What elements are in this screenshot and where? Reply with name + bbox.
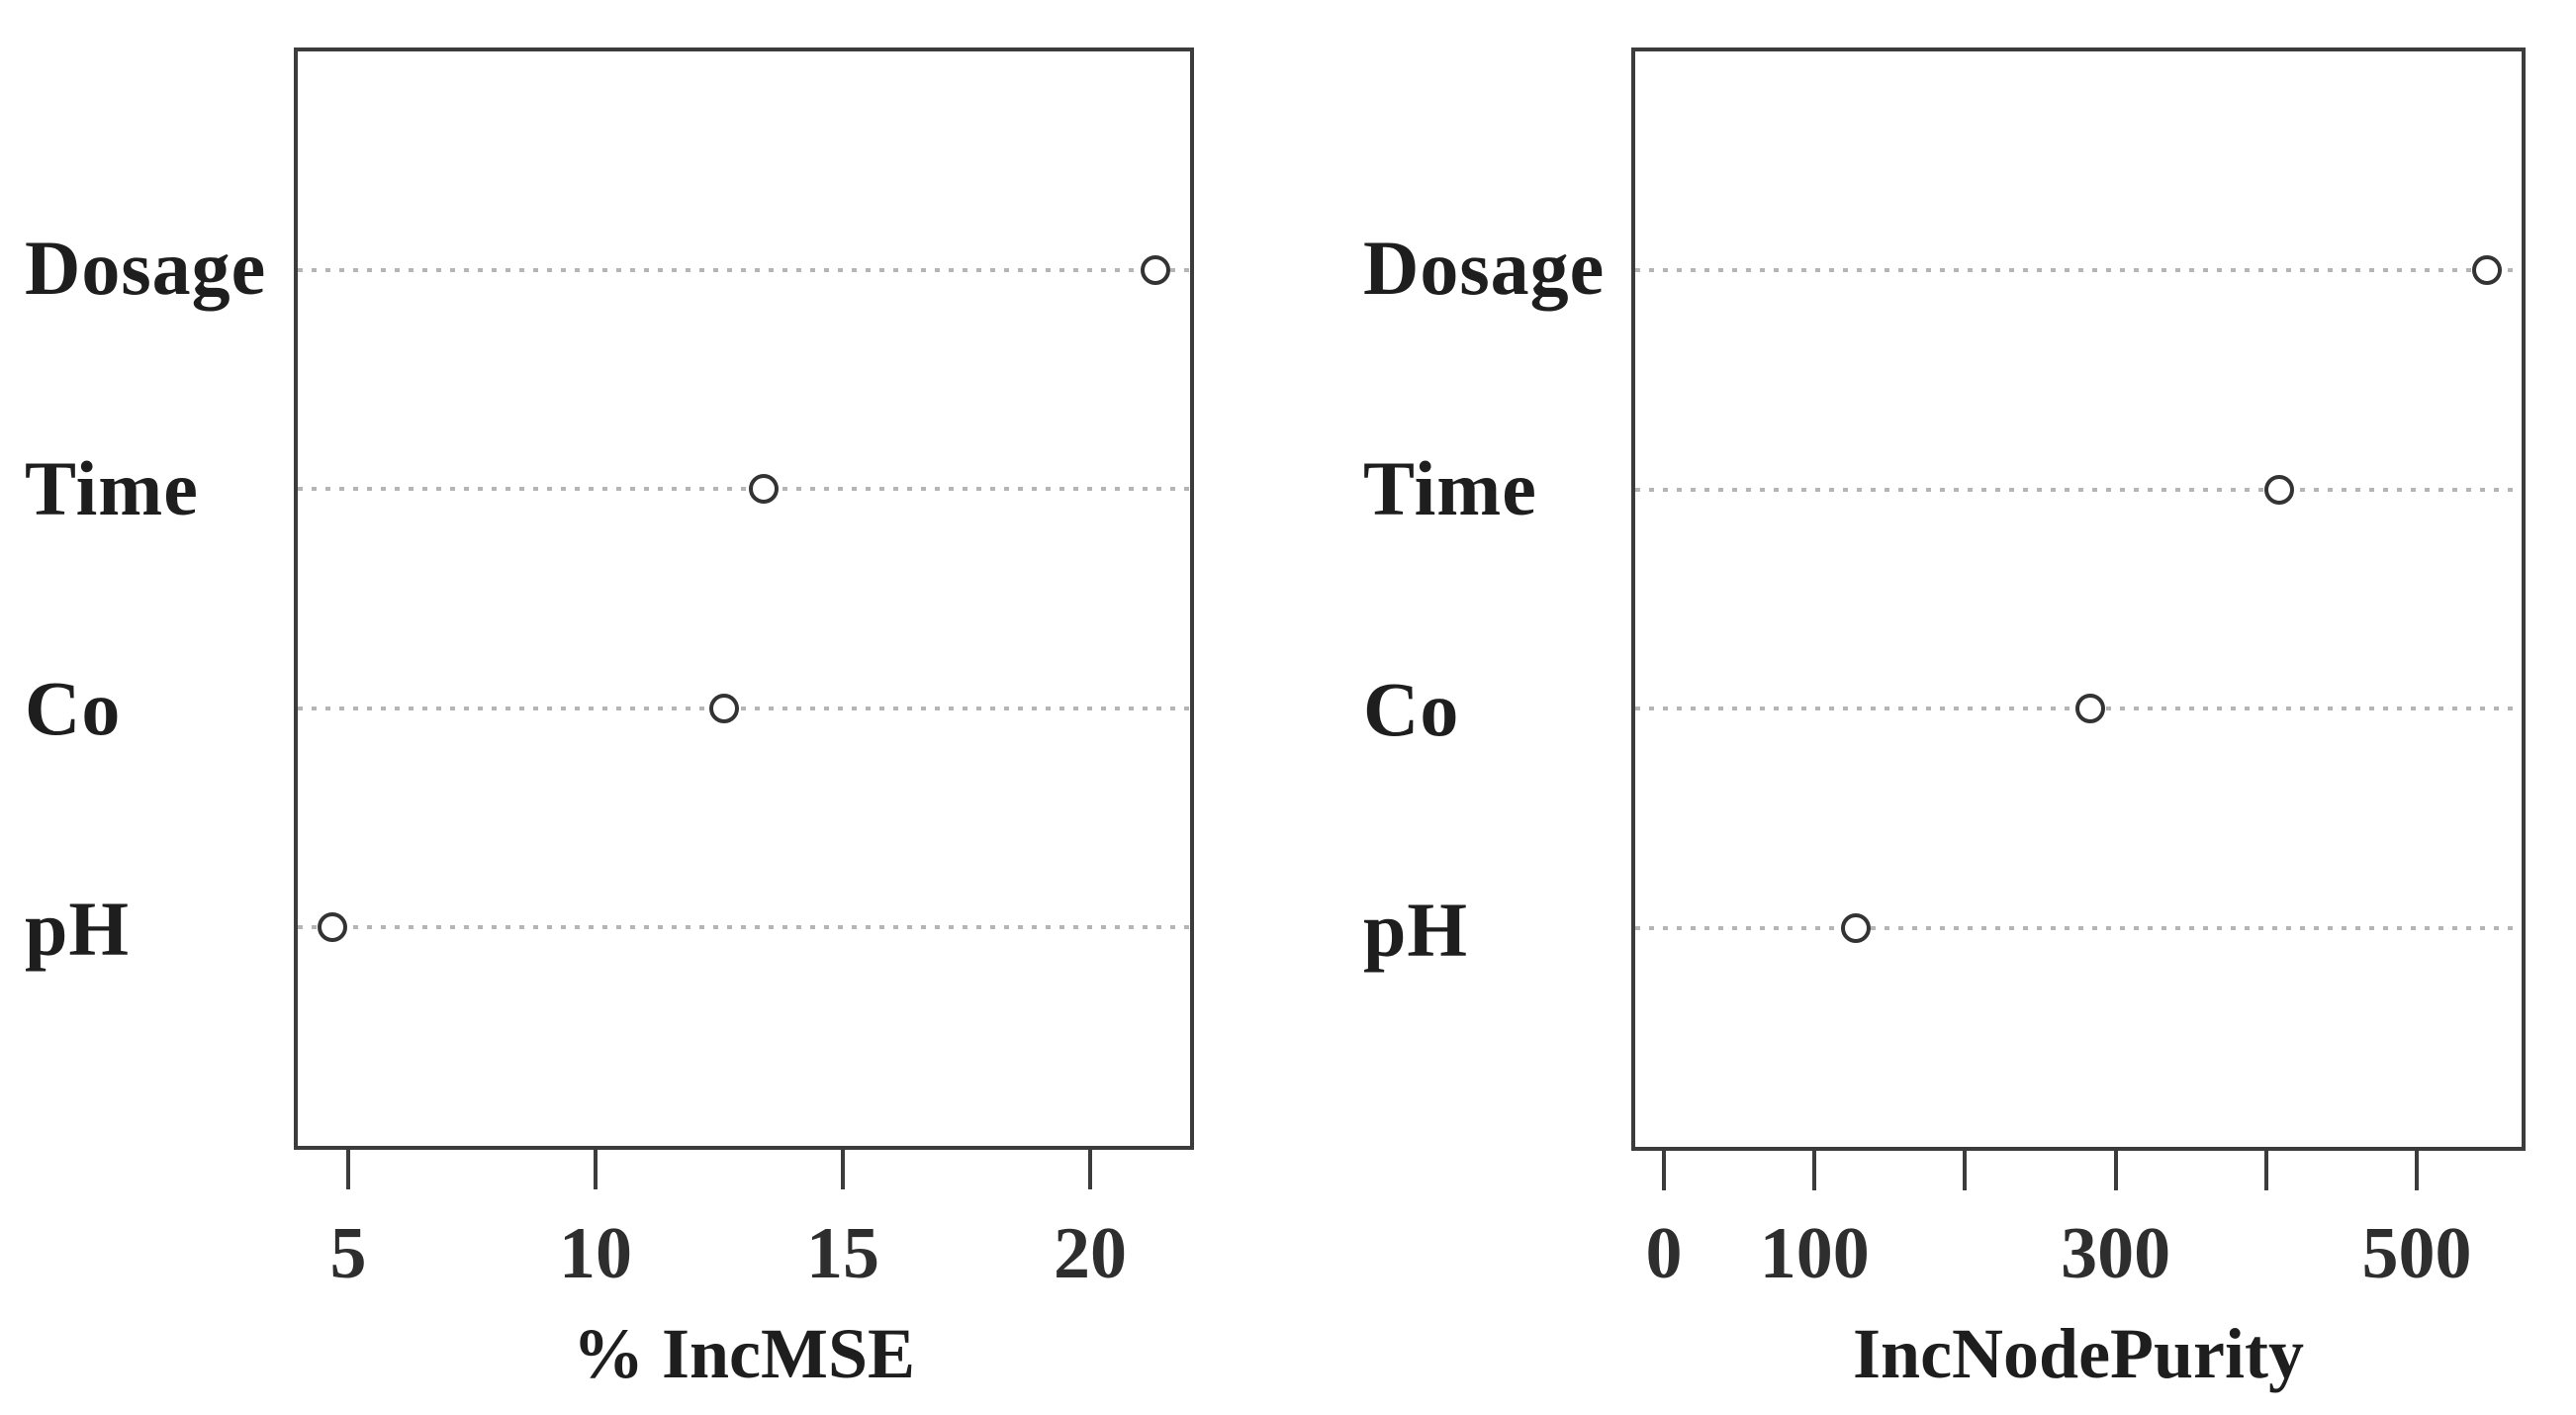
x-axis-tick <box>841 1150 845 1189</box>
x-axis-tick-label: 0 <box>1645 1213 1683 1294</box>
x-axis-tick-label: 5 <box>329 1213 367 1294</box>
row-dotted-line <box>1635 925 2522 930</box>
plot-box-incnodepurity <box>1631 47 2526 1151</box>
y-axis-label: pH <box>1363 887 1469 973</box>
x-axis-tick-label: 10 <box>559 1213 632 1294</box>
x-axis-tick <box>1812 1151 1817 1190</box>
plot-box-incmse <box>294 47 1194 1150</box>
data-point <box>2471 255 2502 286</box>
data-point <box>709 693 740 723</box>
x-axis-tick-label: 15 <box>806 1213 879 1294</box>
x-axis-tick <box>1662 1151 1667 1190</box>
x-axis-tick-label: 100 <box>1759 1213 1870 1294</box>
y-axis-label: Time <box>25 444 199 531</box>
data-point <box>1840 912 1871 943</box>
row-dotted-line <box>1635 268 2522 273</box>
y-axis-label: Dosage <box>25 224 267 311</box>
x-axis-tick <box>594 1150 598 1189</box>
x-axis-title-incnodepurity: IncNodePurity <box>1853 1314 2304 1393</box>
x-axis-tick <box>1088 1150 1092 1189</box>
y-axis-label: Time <box>1363 445 1537 531</box>
row-dotted-line <box>298 268 1190 273</box>
x-axis-title-incmse: % IncMSE <box>572 1314 916 1393</box>
y-axis-label: Co <box>1363 666 1460 752</box>
x-axis-tick <box>2263 1151 2268 1190</box>
x-axis-tick-label: 20 <box>1054 1213 1127 1294</box>
x-axis-tick <box>1963 1151 1968 1190</box>
data-point <box>1141 255 1171 286</box>
y-axis-label: Co <box>25 665 122 752</box>
x-axis-tick-label: 500 <box>2361 1213 2472 1294</box>
y-axis-label: Dosage <box>1363 225 1606 311</box>
data-point <box>2074 694 2105 724</box>
y-axis-label: pH <box>25 886 131 973</box>
x-axis-tick <box>346 1150 350 1189</box>
data-point <box>748 474 779 505</box>
row-dotted-line <box>298 924 1190 929</box>
row-dotted-line <box>298 706 1190 710</box>
x-axis-tick-label: 300 <box>2061 1213 2171 1294</box>
x-axis-tick <box>2113 1151 2118 1190</box>
data-point <box>317 911 347 942</box>
x-axis-tick <box>2414 1151 2419 1190</box>
row-dotted-line <box>1635 487 2522 492</box>
data-point <box>2264 474 2295 505</box>
row-dotted-line <box>298 487 1190 492</box>
